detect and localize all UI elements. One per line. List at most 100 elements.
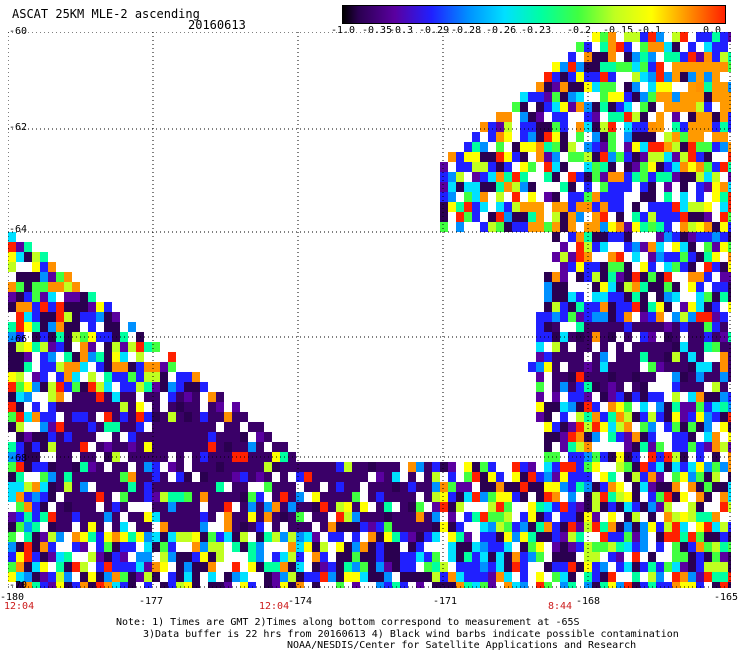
swath-cell <box>88 392 96 402</box>
swath-cell <box>472 542 480 552</box>
swath-cell <box>104 472 112 482</box>
swath-cell <box>624 542 632 552</box>
swath-cell <box>672 262 680 272</box>
swath-cell <box>592 402 600 412</box>
swath-cell <box>640 302 648 312</box>
swath-cell <box>672 582 680 588</box>
swath-cell <box>584 142 592 152</box>
swath-cell <box>672 42 680 52</box>
swath-cell <box>720 412 728 422</box>
swath-cell <box>512 492 520 502</box>
swath-cell <box>608 522 616 532</box>
swath-cell <box>688 422 696 432</box>
swath-cell <box>32 492 40 502</box>
swath-cell <box>600 472 608 482</box>
swath-cell <box>600 512 608 522</box>
swath-cell <box>112 502 120 512</box>
swath-cell <box>712 402 720 412</box>
swath-cell <box>32 502 40 512</box>
swath-cell <box>504 502 512 512</box>
swath-cell <box>448 182 456 192</box>
swath-cell <box>416 472 424 482</box>
swath-cell <box>688 502 696 512</box>
swath-cell <box>72 302 80 312</box>
swath-cell <box>720 242 728 252</box>
swath-cell <box>616 42 624 52</box>
swath-cell <box>128 402 136 412</box>
swath-cell <box>440 172 448 182</box>
swath-cell <box>168 462 176 472</box>
swath-cell <box>648 562 656 572</box>
swath-cell <box>496 532 504 542</box>
swath-cell <box>64 352 72 362</box>
swath-cell <box>472 182 480 192</box>
swath-cell <box>592 252 600 262</box>
swath-cell <box>632 32 640 42</box>
swath-cell <box>224 492 232 502</box>
swath-cell <box>544 442 552 452</box>
swath-cell <box>688 312 696 322</box>
swath-cell <box>72 582 80 588</box>
swath-cell <box>216 552 224 562</box>
swath-cell <box>280 462 288 472</box>
swath-cell <box>64 482 72 492</box>
swath-cell <box>584 202 592 212</box>
swath-cell <box>104 432 112 442</box>
swath-cell <box>248 562 256 572</box>
swath-cell <box>16 382 24 392</box>
swath-cell <box>416 542 424 552</box>
swath-cell <box>200 522 208 532</box>
swath-cell <box>592 422 600 432</box>
swath-cell <box>208 492 216 502</box>
swath-cell <box>648 42 656 52</box>
swath-cell <box>216 532 224 542</box>
swath-cell <box>600 292 608 302</box>
swath-cell <box>40 262 48 272</box>
swath-cell <box>648 152 656 162</box>
swath-cell <box>568 252 576 262</box>
swath-cell <box>536 222 544 232</box>
swath-cell <box>304 582 312 588</box>
swath-cell <box>712 152 720 162</box>
swath-cell <box>680 152 688 162</box>
swath-cell <box>680 112 688 122</box>
swath-cell <box>704 422 712 432</box>
swath-cell <box>16 262 24 272</box>
swath-cell <box>632 42 640 52</box>
swath-cell <box>632 502 640 512</box>
swath-cell <box>432 492 440 502</box>
swath-cell <box>688 162 696 172</box>
swath-cell <box>696 62 704 72</box>
swath-cell <box>32 382 40 392</box>
swath-cell <box>728 162 731 172</box>
swath-cell <box>520 112 528 122</box>
swath-cell <box>112 552 120 562</box>
swath-cell <box>224 402 232 412</box>
swath-cell <box>672 82 680 92</box>
swath-cell <box>632 302 640 312</box>
swath-cell <box>648 112 656 122</box>
swath-cell <box>624 292 632 302</box>
swath-cell <box>696 312 704 322</box>
swath-cell <box>440 222 448 232</box>
swath-cell <box>728 202 731 212</box>
swath-cell <box>512 552 520 562</box>
swath-cell <box>728 482 731 492</box>
swath-cell <box>424 502 432 512</box>
lon-label-165: -165 <box>714 592 739 603</box>
swath-cell <box>704 92 712 102</box>
swath-cell <box>560 312 568 322</box>
swath-cell <box>560 582 568 588</box>
swath-cell <box>440 502 448 512</box>
swath-cell <box>576 552 584 562</box>
swath-cell <box>608 32 616 42</box>
swath-cell <box>584 282 592 292</box>
swath-cell <box>24 572 32 582</box>
swath-cell <box>272 582 280 588</box>
swath-cell <box>512 102 520 112</box>
swath-cell <box>16 292 24 302</box>
swath-cell <box>448 502 456 512</box>
swath-cell <box>568 72 576 82</box>
swath-cell <box>656 352 664 362</box>
swath-cell <box>648 542 656 552</box>
